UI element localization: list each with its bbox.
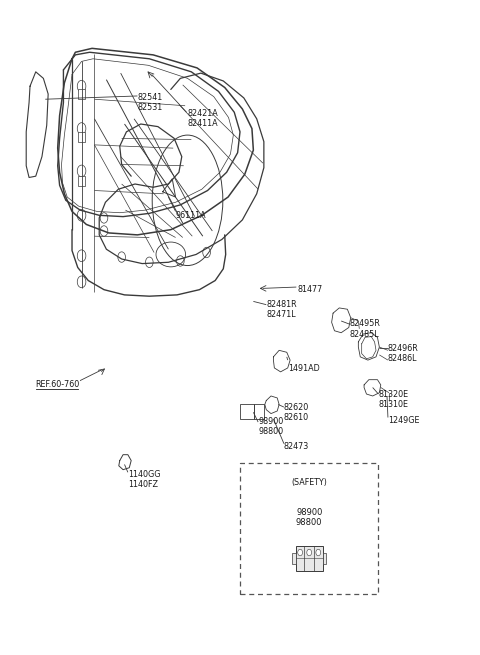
Text: 82620
82610: 82620 82610 (284, 403, 309, 422)
Bar (254, 404, 264, 419)
Bar (296, 546, 323, 571)
Text: (SAFETY): (SAFETY) (291, 477, 327, 487)
Text: REF.60-760: REF.60-760 (36, 380, 80, 389)
Bar (323, 553, 326, 564)
Bar (78, 89, 85, 99)
Text: 81320E
81310E: 81320E 81310E (378, 390, 408, 409)
Bar (292, 553, 296, 564)
Text: 98900
98800: 98900 98800 (258, 417, 283, 436)
Circle shape (307, 550, 312, 556)
Text: 1491AD: 1491AD (288, 364, 320, 373)
Circle shape (316, 550, 321, 556)
Text: 82473: 82473 (284, 441, 309, 451)
Circle shape (298, 550, 302, 556)
Text: 1140GG
1140FZ: 1140GG 1140FZ (128, 470, 160, 489)
Bar (78, 176, 85, 186)
FancyBboxPatch shape (240, 463, 378, 593)
Text: 82495R
82485L: 82495R 82485L (350, 319, 381, 339)
Bar (78, 132, 85, 142)
Bar (240, 404, 254, 419)
Text: 98900
98800: 98900 98800 (296, 508, 323, 527)
Text: REF.60-760: REF.60-760 (36, 380, 80, 389)
Text: 82541
82531: 82541 82531 (137, 93, 163, 112)
Text: 1249GE: 1249GE (388, 416, 420, 424)
Text: 81477: 81477 (297, 285, 323, 294)
Text: 96111A: 96111A (176, 211, 206, 220)
Text: 82481R
82471L: 82481R 82471L (266, 299, 297, 319)
Text: 82421A
82411A: 82421A 82411A (188, 109, 218, 128)
Text: 82496R
82486L: 82496R 82486L (388, 344, 419, 364)
